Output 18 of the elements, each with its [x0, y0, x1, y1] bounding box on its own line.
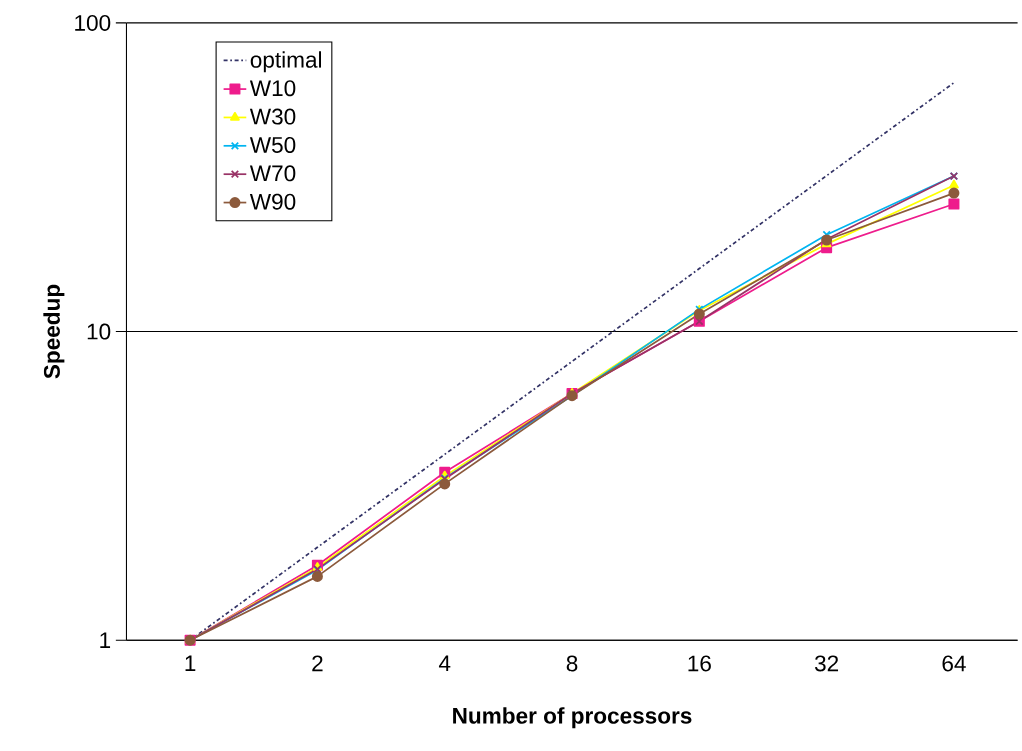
legend-label: W70 [249, 165, 296, 182]
x-tick-label: 1 [185, 655, 196, 672]
legend-label: optimal [250, 51, 322, 73]
x-axis-title: Number of processors [453, 707, 692, 729]
legend-label: W50 [249, 137, 296, 154]
x-tick-label: 32 [814, 655, 839, 672]
x-tick-label: 16 [688, 655, 711, 672]
x-tick-label: 2 [312, 655, 323, 672]
y-tick-label: 100 [75, 15, 111, 32]
legend-label: W10 [249, 80, 296, 97]
legend-label: W30 [249, 108, 296, 125]
y-tick-label: 10 [87, 323, 111, 340]
y-axis-title: Speedup [43, 284, 65, 379]
y-tick-label: 1 [100, 632, 111, 649]
x-tick-label: 4 [438, 655, 451, 672]
legend-label: W90 [249, 193, 296, 210]
x-tick-label: 64 [942, 655, 966, 672]
x-tick-label: 8 [566, 655, 578, 672]
